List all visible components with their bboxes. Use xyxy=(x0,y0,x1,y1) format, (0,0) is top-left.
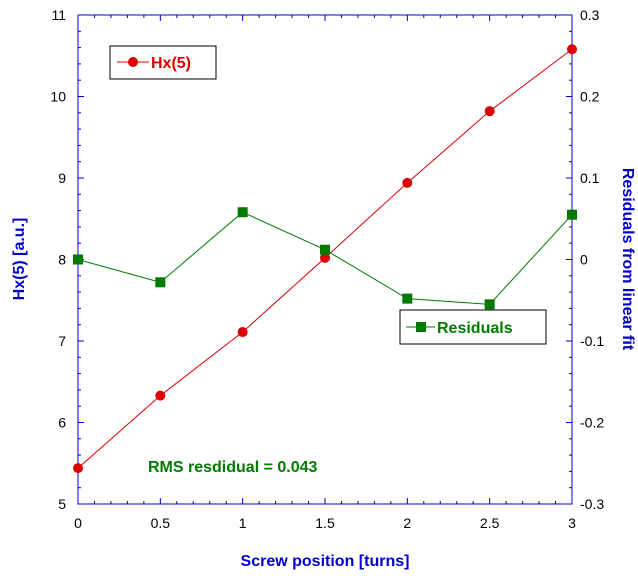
y-axis-title: Hx(5) [a.u.] xyxy=(11,218,28,301)
data-point-residuals xyxy=(155,277,166,288)
y-tick-label: 9 xyxy=(58,170,66,186)
legend-residuals-label: Residuals xyxy=(437,320,513,337)
data-point-residuals xyxy=(237,207,248,218)
data-point-hx-5 xyxy=(402,177,413,188)
series-layer xyxy=(73,44,577,474)
y2-tick-label: -0.3 xyxy=(580,496,604,512)
legend-hx5-label: Hx(5) xyxy=(151,55,191,72)
x-tick-label: 0.5 xyxy=(151,515,171,531)
legend-hx5-marker xyxy=(128,57,138,67)
x-tick-label: 2.5 xyxy=(480,515,500,531)
legend-residuals: Residuals xyxy=(399,309,547,345)
legend-residuals-marker xyxy=(416,322,426,332)
y-tick-label: 6 xyxy=(58,415,66,431)
data-point-hx-5 xyxy=(320,252,330,263)
y-tick-label: 5 xyxy=(58,496,66,512)
y-tick-label: 11 xyxy=(51,7,66,23)
x-axis-title: Screw position [turns] xyxy=(241,553,410,570)
x-tick-label: 1 xyxy=(239,515,247,531)
y2-tick-label: -0.1 xyxy=(580,333,604,349)
data-point-residuals xyxy=(402,293,413,304)
data-point-hx-5 xyxy=(567,44,577,55)
data-point-hx-5 xyxy=(484,106,495,117)
ticks-layer: 0 0.5 1 1.5 2 2.5 3 5 6 7 8 9 10 11 0.3 0.2 0.1 0 -0.1 -0.2… xyxy=(50,7,604,531)
data-point-residuals xyxy=(567,209,577,220)
y2-tick-label: 0.1 xyxy=(580,170,600,186)
x-tick-label: 2 xyxy=(403,515,411,531)
rms-annotation: RMS resdidual = 0.043 xyxy=(148,459,318,476)
data-point-hx-5 xyxy=(155,390,166,401)
y-tick-label: 10 xyxy=(50,89,66,105)
data-point-hx-5 xyxy=(237,327,248,338)
x-tick-label: 1.5 xyxy=(315,515,335,531)
y2-axis-title: Residuals from linear fit xyxy=(619,168,636,351)
x-tick-label: 3 xyxy=(568,515,576,531)
data-point-hx-5 xyxy=(73,463,83,474)
y2-tick-label: -0.2 xyxy=(580,415,604,431)
legend-hx5: Hx(5) xyxy=(109,45,217,80)
y2-tick-label: 0 xyxy=(580,252,588,268)
y-tick-label: 8 xyxy=(58,252,66,268)
y-tick-label: 7 xyxy=(58,333,66,349)
data-point-residuals xyxy=(73,254,83,265)
x-tick-label: 0 xyxy=(74,515,82,531)
data-point-residuals xyxy=(320,244,330,255)
data-point-residuals xyxy=(484,299,495,310)
y2-tick-label: 0.2 xyxy=(580,89,600,105)
y2-tick-label: 0.3 xyxy=(580,7,600,23)
